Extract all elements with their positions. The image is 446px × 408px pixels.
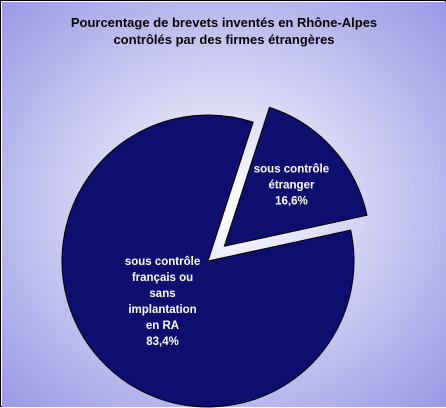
slice-label-1-line-3: implantation [128, 304, 196, 316]
pie-slice-0 [223, 106, 368, 247]
slice-label-1-line-1: français ou [132, 272, 193, 284]
slice-label-1-line-5: 83,4% [146, 336, 179, 348]
slice-label-1-line-2: sans [149, 288, 175, 300]
slice-label-1-line-4: en RA [146, 320, 179, 332]
pie-slice-1 [61, 114, 355, 408]
slice-label-0-line-0: sous contrôle [254, 164, 329, 176]
slice-label-0-line-1: étranger [268, 180, 315, 192]
slice-label-1-line-0: sous contrôle [125, 256, 200, 268]
slice-label-0-line-2: 16,6% [275, 196, 308, 208]
chart-title: Pourcentage de brevets inventés en Rhône… [70, 15, 378, 47]
